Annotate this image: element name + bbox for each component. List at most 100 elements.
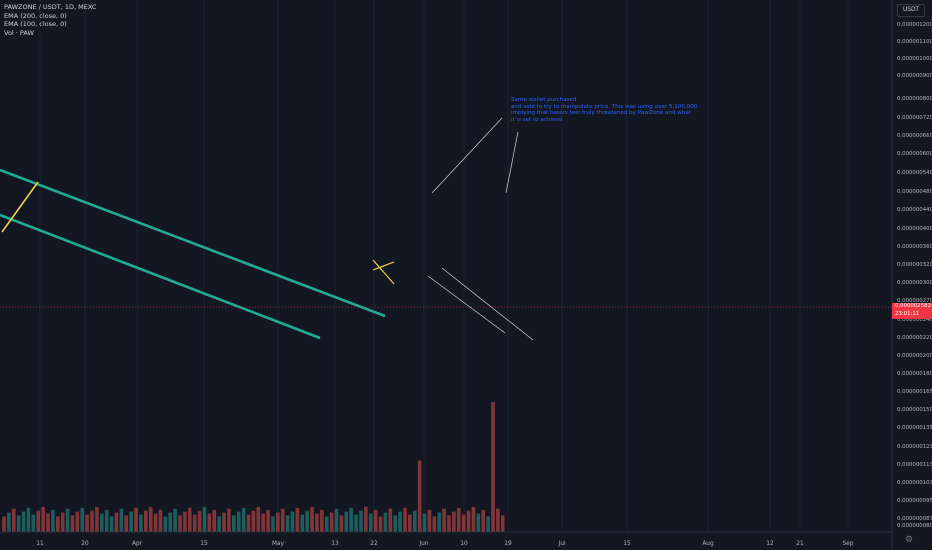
annotation-line-2: and sold to try to manipulate price. Thi…	[511, 103, 698, 110]
volume-bar	[461, 514, 466, 532]
volume-bar	[178, 515, 182, 532]
white-channel-lower[interactable]	[427, 275, 506, 334]
channel-upper-line[interactable]	[0, 168, 386, 318]
annotation-note[interactable]: Same wallet purchased and sold to try to…	[511, 97, 711, 123]
volume-bar	[80, 507, 85, 532]
yellow-trend-line[interactable]	[1, 181, 39, 233]
volume-bar	[359, 510, 363, 532]
annotation-line-1: Same wallet purchased	[511, 97, 577, 103]
volume-bar	[144, 510, 148, 532]
volume-bar	[310, 506, 314, 532]
volume-bar	[329, 512, 334, 532]
ema100-label[interactable]: EMA (100, close, 0)	[4, 20, 67, 29]
white-channel-upper[interactable]	[441, 267, 534, 341]
time-tick-label: Jun	[418, 541, 428, 547]
volume-bar	[354, 514, 358, 532]
volume-bar	[305, 510, 309, 532]
annotation-pointer-2[interactable]	[505, 131, 519, 194]
volume-bar	[114, 512, 119, 532]
channel-lower-line[interactable]	[0, 213, 321, 340]
volume-bar	[276, 512, 280, 532]
current-price-value: 0.000002582	[895, 303, 932, 309]
volume-bar	[207, 513, 212, 532]
volume-bar	[496, 508, 500, 532]
volume-bar	[442, 508, 446, 532]
time-tick-label: Apr	[132, 541, 143, 547]
volume-bar	[26, 507, 31, 532]
time-tick-label: 21	[796, 541, 804, 547]
time-tick-label: Jul	[558, 541, 566, 547]
ema200-label[interactable]: EMA (200, close, 0)	[4, 11, 67, 20]
volume-bar	[202, 506, 207, 532]
time-tick-label: 15	[623, 541, 631, 547]
time-tick-label: 10	[460, 541, 468, 547]
volume-bar	[148, 506, 153, 532]
time-tick-label: 11	[36, 541, 44, 547]
volume-bar	[212, 509, 217, 532]
volume-bar	[471, 506, 476, 532]
volume-bar	[256, 506, 261, 532]
volume-bar	[158, 509, 163, 532]
annotation-pointer-1[interactable]	[431, 117, 503, 194]
volume-bar	[295, 507, 300, 532]
volume-bar	[422, 513, 427, 532]
volume-bar	[134, 507, 138, 532]
volume-bar	[500, 515, 505, 532]
volume-bar	[432, 516, 437, 532]
volume-bar	[173, 508, 177, 532]
volume-bar	[2, 516, 6, 532]
symbol-label[interactable]: PAWZONE / USDT, 1D, MEXC	[4, 3, 97, 11]
legend: PAWZONE / USDT, 1D, MEXC EMA (200, close…	[4, 3, 96, 37]
volume-bar	[119, 508, 124, 532]
time-tick-label: 15	[200, 541, 208, 547]
volume-bar	[232, 515, 236, 532]
volume-label[interactable]: Vol · PAW	[4, 28, 34, 37]
volume-bar	[417, 460, 422, 532]
volume-bar	[251, 510, 256, 532]
volume-bar	[7, 512, 11, 532]
volume-bar	[344, 511, 349, 532]
time-axis[interactable]: 11 20 Apr 15 May 13 22 Jun 10 19 Jul 15 Aug 12 21 Sep	[36, 541, 853, 547]
volume-bar	[51, 509, 55, 532]
volume-bar	[388, 508, 393, 532]
volume-bar	[437, 512, 442, 532]
volume-bar	[408, 514, 412, 532]
volume-bar	[447, 515, 451, 532]
time-tick-label: 12	[766, 541, 774, 547]
volume-bar	[55, 516, 60, 532]
current-price-tag: 0.000002582 23:01:11	[892, 303, 932, 319]
volume-bar	[90, 510, 94, 532]
gear-icon[interactable]: ⚙	[905, 535, 914, 545]
volume-bar	[349, 507, 353, 532]
time-tick-label: 13	[331, 541, 339, 547]
yellow-flag-line-2[interactable]	[372, 261, 395, 271]
time-tick-label: Sep	[843, 541, 854, 547]
annotation-line-3: implying that haters feel truly threaten…	[511, 110, 692, 117]
volume-bar	[217, 516, 221, 532]
volume-bar	[65, 508, 70, 532]
volume-bar	[271, 516, 275, 532]
volume-bar	[11, 508, 16, 532]
volume-bar	[100, 513, 104, 532]
volume-bar	[334, 508, 339, 532]
volume-bar	[109, 516, 114, 532]
volume-bar	[104, 509, 109, 532]
yellow-flag-line-1[interactable]	[372, 259, 395, 285]
volume-bar	[315, 513, 319, 532]
volume-bar	[46, 513, 50, 532]
price-unit-button[interactable]: USDT	[897, 4, 925, 17]
volume-bar	[290, 511, 295, 532]
